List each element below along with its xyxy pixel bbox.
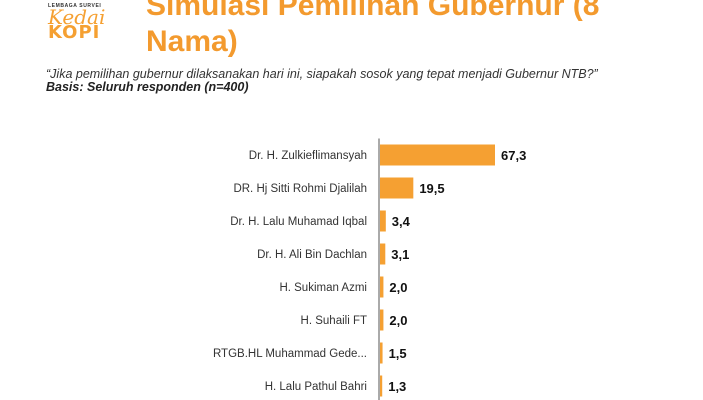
bar [380,144,495,166]
brand-logo: LEMBAGA SURVEI Kedai KOPI [46,0,126,46]
category-label: RTGB.HL Muhammad Gede... [213,348,367,360]
category-label: Dr. H. Zulkieflimansyah [249,150,367,162]
survey-question: “Jika pemilihan gubernur dilaksanakan ha… [46,67,598,81]
value-label: 2,0 [389,280,407,295]
bar [380,342,383,364]
bar [380,210,386,232]
page-title: Simulasi Pemilihan Gubernur (8 Nama) [146,0,600,58]
bar [380,177,414,199]
value-label: 3,1 [391,247,409,262]
value-label: 19,5 [419,181,444,196]
brand-name-line2: KOPI [48,22,101,43]
category-label: H. Lalu Pathul Bahri [265,381,367,393]
value-label: 2,0 [389,313,407,328]
brand-small-text: LEMBAGA SURVEI [48,3,102,9]
value-label: 3,4 [392,214,411,229]
brand-name-line1: Kedai [48,5,106,29]
bar [380,276,384,298]
category-label: DR. Hj Sitti Rohmi Djalilah [233,183,367,195]
value-label: 1,3 [388,379,406,394]
category-label: H. Sukiman Azmi [279,282,367,294]
category-label: Dr. H. Ali Bin Dachlan [257,249,367,261]
value-label: 1,5 [389,346,407,361]
bar [380,243,386,265]
value-label: 67,3 [501,148,526,163]
category-label: Dr. H. Lalu Muhamad Iqbal [230,216,367,228]
bar [380,309,384,331]
category-label: H. Suhaili FT [301,315,367,327]
bar [380,375,383,397]
survey-basis: Basis: Seluruh responden (n=400) [46,80,249,94]
